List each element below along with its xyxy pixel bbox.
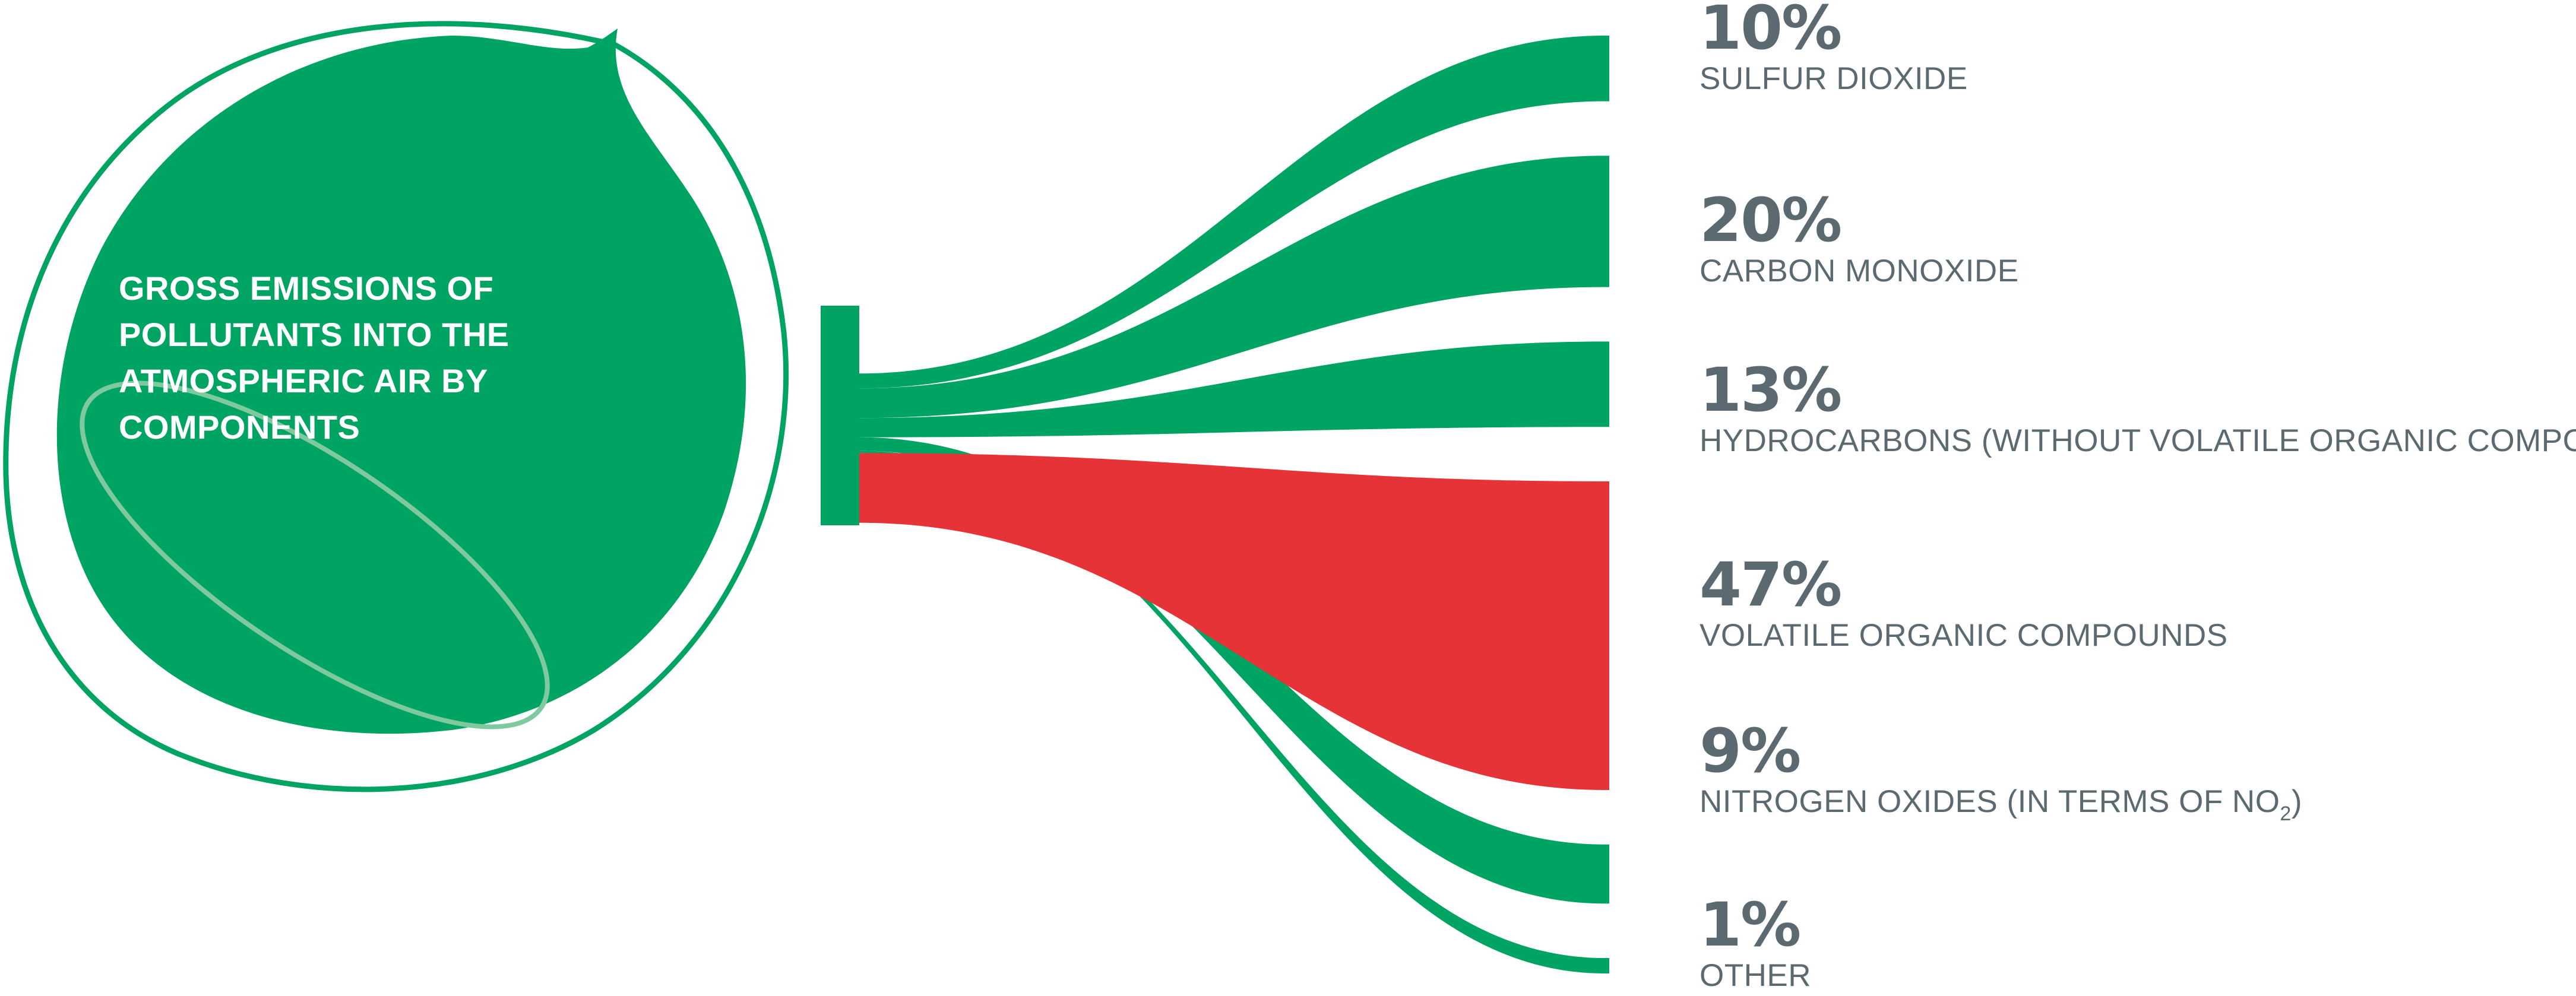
flow-band-5	[859, 437, 1605, 904]
value-label: 10%	[1700, 0, 1841, 64]
chart-title-line: COMPONENTS	[119, 408, 360, 446]
green-leaf-blob	[56, 28, 746, 734]
target-bar-5	[1605, 844, 1609, 904]
flow-band-1	[859, 36, 1605, 389]
chart-title-line: GROSS EMISSIONS OF	[119, 269, 493, 307]
value-label: 13%	[1700, 355, 1841, 426]
flow-band-3	[859, 341, 1605, 437]
category-label: OTHER	[1700, 958, 1811, 993]
target-bar-4	[1605, 481, 1609, 790]
category-labels: 10%SULFUR DIOXIDE 20%CARBON MONOXIDE 13%HY…	[1700, 0, 2576, 993]
source-blob: GROSS EMISSIONS OF POLLUTANTS INTO THE ATM…	[3, 21, 789, 792]
target-bar-3	[1605, 341, 1609, 427]
category-label: NITROGEN OXIDES (IN TERMS OF NO2)	[1700, 784, 2302, 825]
chart-title-line: ATMOSPHERIC AIR BY	[119, 362, 488, 399]
label-suffix: )	[2292, 784, 2302, 819]
source-stem	[821, 306, 859, 525]
category-label: CARBON MONOXIDE	[1700, 253, 2019, 288]
value-label: 1%	[1700, 890, 1800, 960]
value-label: 9%	[1700, 716, 1800, 786]
target-bars	[1605, 36, 1609, 973]
target-bar-2	[1605, 156, 1609, 287]
flow-bands	[859, 36, 1605, 973]
flow-band-4	[859, 453, 1605, 790]
target-bar-1	[1605, 36, 1609, 101]
chart-title: GROSS EMISSIONS OF POLLUTANTS INTO THE ATM…	[119, 269, 509, 446]
value-label: 20%	[1700, 185, 1841, 256]
subscript: 2	[2280, 802, 2291, 825]
outer-outline-ring	[3, 21, 789, 792]
flow-band-2	[859, 156, 1605, 418]
inner-ellipse-outline	[80, 380, 550, 729]
value-label: 47%	[1700, 550, 1841, 620]
category-label: VOLATILE ORGANIC COMPOUNDS	[1700, 618, 2228, 653]
category-label: SULFUR DIOXIDE	[1700, 61, 1968, 96]
chart-title-line: POLLUTANTS INTO THE	[119, 316, 509, 353]
category-label: HYDROCARBONS (WITHOUT VOLATILE ORGANIC C…	[1700, 423, 2576, 458]
target-bar-6	[1605, 958, 1609, 973]
